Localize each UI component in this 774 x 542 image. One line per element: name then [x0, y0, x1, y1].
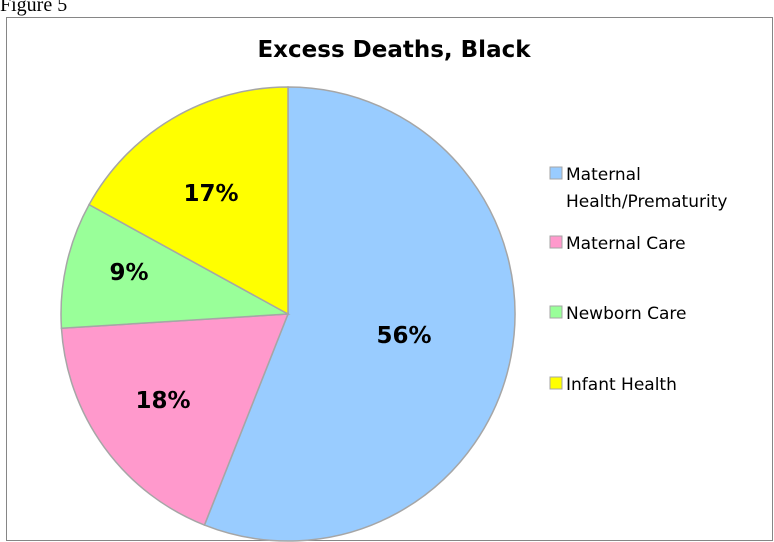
legend-label: Infant Health [566, 375, 677, 395]
data-label-maternal-care: 18% [135, 388, 190, 414]
legend-swatch [549, 376, 563, 390]
legend-item-infant-health: Infant Health [549, 375, 677, 395]
pie-slice-maternal-care [60, 313, 290, 527]
pie-slice-maternal-health-prematurity [203, 86, 516, 542]
legend-swatch [549, 166, 563, 180]
legend-item-maternal-care: Maternal Care [549, 234, 686, 254]
legend-item-maternal-health-prematurity: Maternal Health/Prematurity [549, 165, 727, 212]
pie-slice-newborn-care [60, 203, 291, 330]
legend-item-newborn-care: Newborn Care [549, 304, 687, 324]
legend: Maternal Health/Prematurity Maternal Care N… [549, 165, 727, 395]
figure-caption: Figure 5 [0, 0, 68, 16]
data-label-newborn-care: 9% [109, 260, 148, 286]
pie-slices [60, 86, 516, 542]
legend-label: Maternal Health/Prematurity [566, 165, 727, 212]
pie-labels: 56% 18% 9% 17% [109, 181, 431, 414]
legend-label: Maternal Care [566, 234, 686, 254]
data-label-infant-health: 17% [183, 181, 238, 207]
legend-swatch [549, 305, 563, 319]
legend-swatch [549, 235, 563, 249]
legend-label: Newborn Care [566, 304, 687, 324]
data-label-maternal-health-prematurity: 56% [376, 323, 431, 349]
pie-slice-infant-health [88, 86, 289, 316]
chart-title: Excess Deaths, Black [257, 37, 531, 63]
